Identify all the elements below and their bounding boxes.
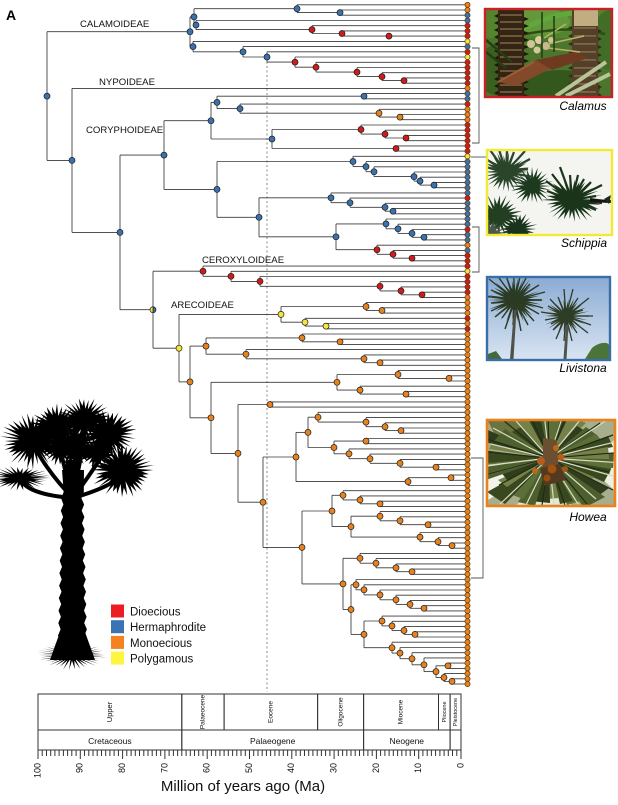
svg-text:Palaeocene: Palaeocene [200, 694, 207, 729]
svg-text:NYPOIDEAE: NYPOIDEAE [99, 77, 155, 88]
svg-text:CORYPHOIDEAE: CORYPHOIDEAE [86, 125, 163, 136]
svg-text:10: 10 [413, 763, 423, 773]
svg-text:80: 80 [117, 763, 127, 773]
svg-text:90: 90 [75, 763, 85, 773]
svg-text:30: 30 [328, 763, 338, 773]
svg-text:Palaeogene: Palaeogene [250, 736, 296, 746]
svg-text:Livistona: Livistona [559, 361, 607, 375]
svg-text:Million of years ago (Ma): Million of years ago (Ma) [161, 778, 325, 795]
svg-text:CALAMOIDEAE: CALAMOIDEAE [80, 19, 149, 30]
svg-text:60: 60 [202, 763, 212, 773]
svg-text:Oligocene: Oligocene [337, 697, 344, 727]
svg-text:ARECOIDEAE: ARECOIDEAE [171, 300, 234, 311]
svg-text:100: 100 [32, 763, 42, 778]
svg-text:Dioecious: Dioecious [130, 607, 181, 619]
svg-text:A: A [6, 7, 16, 23]
svg-text:20: 20 [371, 763, 381, 773]
svg-text:Polygamous: Polygamous [130, 654, 194, 666]
svg-text:Miocene: Miocene [398, 699, 405, 724]
svg-text:Schippia: Schippia [561, 236, 607, 250]
svg-text:Pliocene: Pliocene [442, 701, 448, 722]
svg-text:Eocene: Eocene [268, 701, 275, 723]
svg-text:Hermaphrodite: Hermaphrodite [130, 622, 206, 634]
svg-text:40: 40 [286, 763, 296, 773]
svg-text:Howea: Howea [569, 510, 607, 524]
svg-text:Calamus: Calamus [559, 99, 606, 113]
svg-text:CEROXYLOIDEAE: CEROXYLOIDEAE [202, 255, 284, 266]
svg-text:Cretaceous: Cretaceous [88, 736, 131, 746]
svg-text:Upper: Upper [105, 701, 114, 722]
svg-text:Monoecious: Monoecious [130, 638, 192, 650]
svg-text:Neogene: Neogene [390, 736, 425, 746]
svg-text:70: 70 [159, 763, 169, 773]
svg-text:Pleistocene: Pleistocene [453, 698, 459, 726]
svg-text:50: 50 [244, 763, 254, 773]
svg-text:0: 0 [455, 763, 465, 768]
